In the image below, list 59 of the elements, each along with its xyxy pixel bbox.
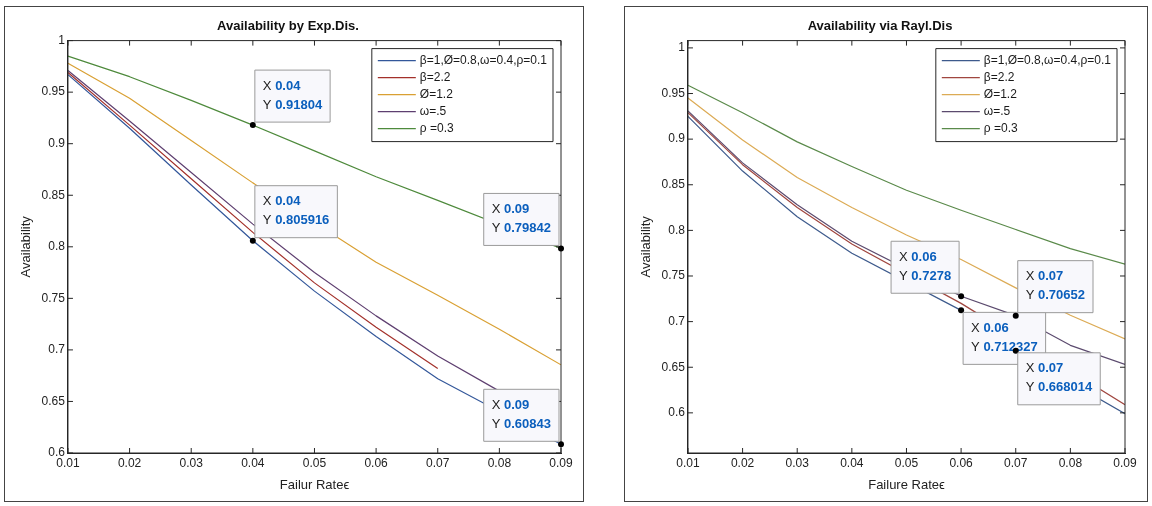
y-tick-label: 0.7 bbox=[668, 313, 686, 328]
y-tick-label: 0.65 bbox=[41, 393, 66, 408]
x-tick-label: 0.02 bbox=[117, 455, 142, 470]
legend-label: ρ =0.3 bbox=[419, 120, 454, 135]
y-tick-label: 1 bbox=[58, 32, 66, 47]
annotation: X 0.06 Y 0.712327 bbox=[971, 319, 1038, 354]
x-tick-label: 0.09 bbox=[1113, 455, 1137, 470]
y-tick-label: 0.75 bbox=[661, 268, 686, 283]
x-tick-label: 0.09 bbox=[549, 455, 573, 470]
y-tick-label: 0.7 bbox=[48, 342, 66, 357]
x-axis-title: Failure Rateϵ bbox=[868, 476, 945, 492]
x-tick-label: 0.04 bbox=[241, 455, 265, 470]
x-tick-label: 0.02 bbox=[730, 455, 755, 470]
x-tick-label: 0.04 bbox=[840, 455, 864, 470]
x-tick-label: 0.03 bbox=[179, 455, 204, 470]
y-tick-label: 0.75 bbox=[41, 290, 66, 305]
x-axis-title: Failur Rateϵ bbox=[279, 476, 350, 492]
x-tick-label: 0.08 bbox=[1058, 455, 1083, 470]
legend-label: Ø=1.2 bbox=[983, 86, 1018, 101]
legend-label: ω=.5 bbox=[983, 103, 1011, 118]
x-tick-label: 0.01 bbox=[56, 455, 80, 470]
legend-label: ρ =0.3 bbox=[983, 120, 1018, 135]
chart-title: Availability by Exp.Dis. bbox=[217, 18, 359, 34]
x-tick-label: 0.07 bbox=[426, 455, 450, 470]
x-tick-label: 0.05 bbox=[894, 455, 919, 470]
x-tick-label: 0.06 bbox=[949, 455, 974, 470]
annotation: X 0.09 Y 0.79842 bbox=[491, 201, 552, 236]
y-tick-label: 0.95 bbox=[41, 84, 66, 99]
y-tick-label: 0.6 bbox=[668, 405, 686, 420]
x-tick-label: 0.08 bbox=[487, 455, 512, 470]
annotation: X 0.09 Y 0.60843 bbox=[491, 396, 552, 431]
legend-label: β=2.2 bbox=[419, 69, 451, 84]
legend-label: β=1,Ø=0.8,ω=0.4,ρ=0.1 bbox=[983, 52, 1112, 67]
annotation: X 0.04 Y 0.805916 bbox=[262, 193, 330, 228]
annotation: X 0.04 Y 0.91804 bbox=[262, 77, 323, 112]
x-tick-label: 0.01 bbox=[676, 455, 700, 470]
legend-label: β=2.2 bbox=[983, 69, 1015, 84]
y-tick-label: 0.65 bbox=[661, 359, 686, 374]
chart-title: Availability via Rayl.Dis bbox=[807, 18, 953, 34]
y-tick-label: 0.8 bbox=[668, 222, 686, 237]
x-tick-label: 0.06 bbox=[364, 455, 389, 470]
y-tick-label: 0.95 bbox=[661, 85, 686, 100]
annotation: X 0.06 Y 0.7278 bbox=[899, 248, 952, 283]
y-tick-label: 0.85 bbox=[661, 177, 686, 192]
y-tick-label: 0.9 bbox=[668, 131, 686, 146]
x-tick-label: 0.05 bbox=[302, 455, 327, 470]
legend-label: ω=.5 bbox=[419, 103, 447, 118]
x-tick-label: 0.03 bbox=[785, 455, 810, 470]
y-axis-title: Availability bbox=[18, 215, 34, 278]
y-axis-title: Availability bbox=[638, 215, 654, 278]
annotation: X 0.07 Y 0.70652 bbox=[1025, 268, 1086, 303]
annotation: X 0.07 Y 0.668014 bbox=[1025, 360, 1094, 395]
legend-label: Ø=1.2 bbox=[419, 86, 454, 101]
x-tick-label: 0.07 bbox=[1004, 455, 1028, 470]
y-tick-label: 0.8 bbox=[48, 239, 66, 254]
y-tick-label: 1 bbox=[678, 40, 686, 55]
y-tick-label: 0.9 bbox=[48, 136, 66, 151]
legend-label: β=1,Ø=0.8,ω=0.4,ρ=0.1 bbox=[419, 52, 548, 67]
y-tick-label: 0.85 bbox=[41, 187, 66, 202]
